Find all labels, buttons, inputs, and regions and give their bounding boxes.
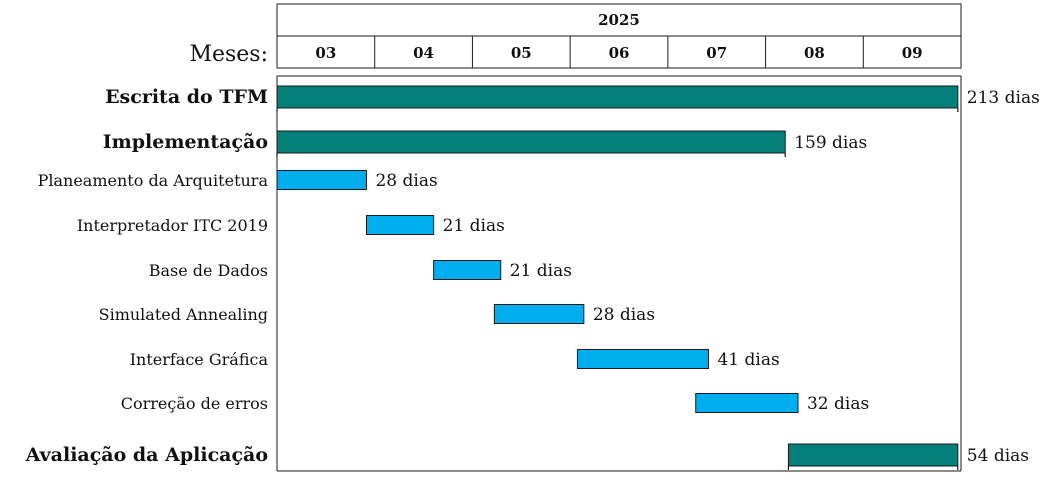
month-label: 03 <box>315 44 336 62</box>
duration-label: 32 dias <box>807 394 869 414</box>
duration-label: 213 dias <box>967 88 1040 108</box>
duration-label: 21 dias <box>443 216 505 236</box>
month-label: 09 <box>902 44 923 62</box>
months-label: Meses: <box>189 42 268 67</box>
year-label: 2025 <box>598 11 640 29</box>
duration-label: 21 dias <box>510 261 572 281</box>
task-name: Simulated Annealing <box>99 305 268 324</box>
task-name: Escrita do TFM <box>105 86 268 108</box>
task-name: Base de Dados <box>149 261 268 280</box>
task-name: Correção de erros <box>121 394 268 413</box>
task-bar <box>365 215 435 235</box>
task-bar <box>493 304 585 324</box>
task-bar <box>433 260 502 280</box>
task-name: Avaliação da Aplicação <box>25 444 268 466</box>
duration-label: 28 dias <box>593 305 655 325</box>
duration-label: 159 dias <box>794 133 867 153</box>
month-label: 04 <box>413 44 434 62</box>
task-name: Interpretador ITC 2019 <box>77 216 268 235</box>
group-bar <box>276 85 959 109</box>
task-bar <box>276 170 367 190</box>
group-bar <box>276 130 786 154</box>
task-name: Planeamento da Arquitetura <box>38 171 269 190</box>
month-label: 08 <box>804 44 825 62</box>
task-name: Implementação <box>103 131 268 153</box>
month-label: 06 <box>609 44 630 62</box>
task-bar <box>576 349 709 369</box>
duration-label: 28 dias <box>375 171 437 191</box>
task-bar <box>695 393 799 413</box>
task-name: Interface Gráfica <box>130 350 269 369</box>
month-label: 05 <box>511 44 532 62</box>
group-bar <box>787 443 959 467</box>
duration-label: 54 dias <box>967 446 1029 466</box>
month-label: 07 <box>706 44 727 62</box>
duration-label: 41 dias <box>717 350 779 370</box>
